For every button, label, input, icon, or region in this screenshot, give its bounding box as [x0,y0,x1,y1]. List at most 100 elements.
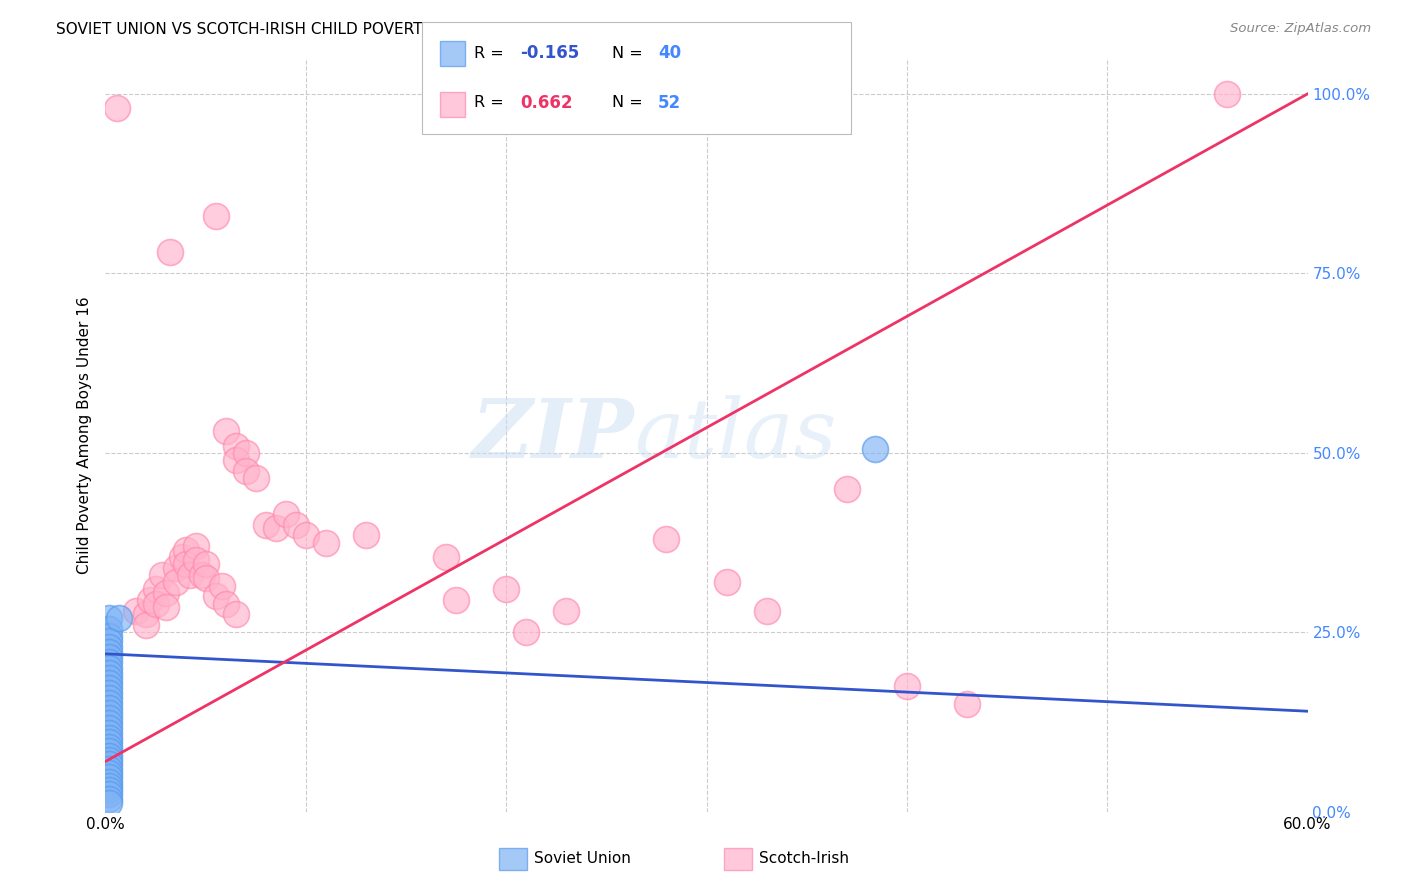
Point [716,574,738,589]
Point [225,439,247,453]
Point [755,604,778,618]
Point [135,607,157,622]
Point [138,593,160,607]
Point [98,762,121,776]
Point [98,716,121,731]
Point [214,424,236,438]
Text: Soviet Union: Soviet Union [534,852,631,866]
Point [245,471,267,485]
Y-axis label: Child Poverty Among Boys Under 16: Child Poverty Among Boys Under 16 [76,296,91,574]
Text: SOVIET UNION VS SCOTCH-IRISH CHILD POVERTY AMONG BOYS UNDER 16 CORRELATION CHART: SOVIET UNION VS SCOTCH-IRISH CHILD POVER… [56,22,794,37]
Point [555,604,578,618]
Text: atlas: atlas [634,395,837,475]
Point [896,679,918,693]
Point [98,691,121,706]
Point [98,711,121,725]
Point [174,557,197,571]
Point [98,640,121,654]
Point [155,586,177,600]
Point [515,625,537,640]
Text: R =: R = [474,95,513,111]
Point [124,604,146,618]
Point [204,590,226,604]
Point [434,549,457,564]
Point [108,611,131,625]
Point [863,442,886,457]
Point [98,650,121,665]
Text: -0.165: -0.165 [520,45,579,62]
Point [135,618,157,632]
Point [235,464,257,478]
Point [98,676,121,690]
Point [98,666,121,681]
Point [98,681,121,696]
Point [98,611,121,625]
Point [214,597,236,611]
Point [98,661,121,675]
Point [98,701,121,715]
Point [98,796,121,810]
Point [194,571,217,585]
Text: N =: N = [612,45,648,61]
Point [145,597,167,611]
Point [98,696,121,710]
Point [98,783,121,797]
Point [179,567,201,582]
Text: 40: 40 [658,45,681,62]
Point [184,539,207,553]
Point [145,582,167,597]
Point [956,697,979,711]
Point [98,779,121,793]
Point [155,600,177,615]
Point [190,567,212,582]
Point [235,446,257,460]
Point [98,744,121,758]
Point [284,517,307,532]
Point [170,549,193,564]
Point [150,567,173,582]
Point [264,521,287,535]
Text: 52: 52 [658,94,681,112]
Text: 0.662: 0.662 [520,94,572,112]
Point [354,528,377,542]
Point [98,622,121,636]
Point [98,757,121,772]
Point [174,542,197,557]
Point [98,770,121,784]
Point [98,740,121,755]
Point [655,532,678,546]
Point [254,517,277,532]
Point [98,774,121,789]
Point [444,593,467,607]
Point [835,482,858,496]
Point [98,735,121,749]
Point [295,528,318,542]
Point [98,686,121,700]
Point [495,582,517,597]
Point [98,792,121,806]
Point [98,748,121,763]
Text: R =: R = [474,45,509,61]
Text: Scotch-Irish: Scotch-Irish [759,852,849,866]
Point [211,579,233,593]
Point [225,453,247,467]
Point [98,722,121,736]
Point [204,209,226,223]
Point [194,557,217,571]
Point [1216,87,1239,101]
Point [165,574,187,589]
Point [98,629,121,643]
Point [98,656,121,670]
Text: Source: ZipAtlas.com: Source: ZipAtlas.com [1230,22,1371,36]
Point [98,788,121,802]
Point [274,507,297,521]
Point [98,753,121,767]
Point [98,706,121,721]
Point [98,671,121,685]
Point [184,553,207,567]
Point [98,725,121,739]
Point [98,731,121,745]
Point [225,607,247,622]
Text: N =: N = [612,95,648,111]
Text: ZIP: ZIP [472,395,634,475]
